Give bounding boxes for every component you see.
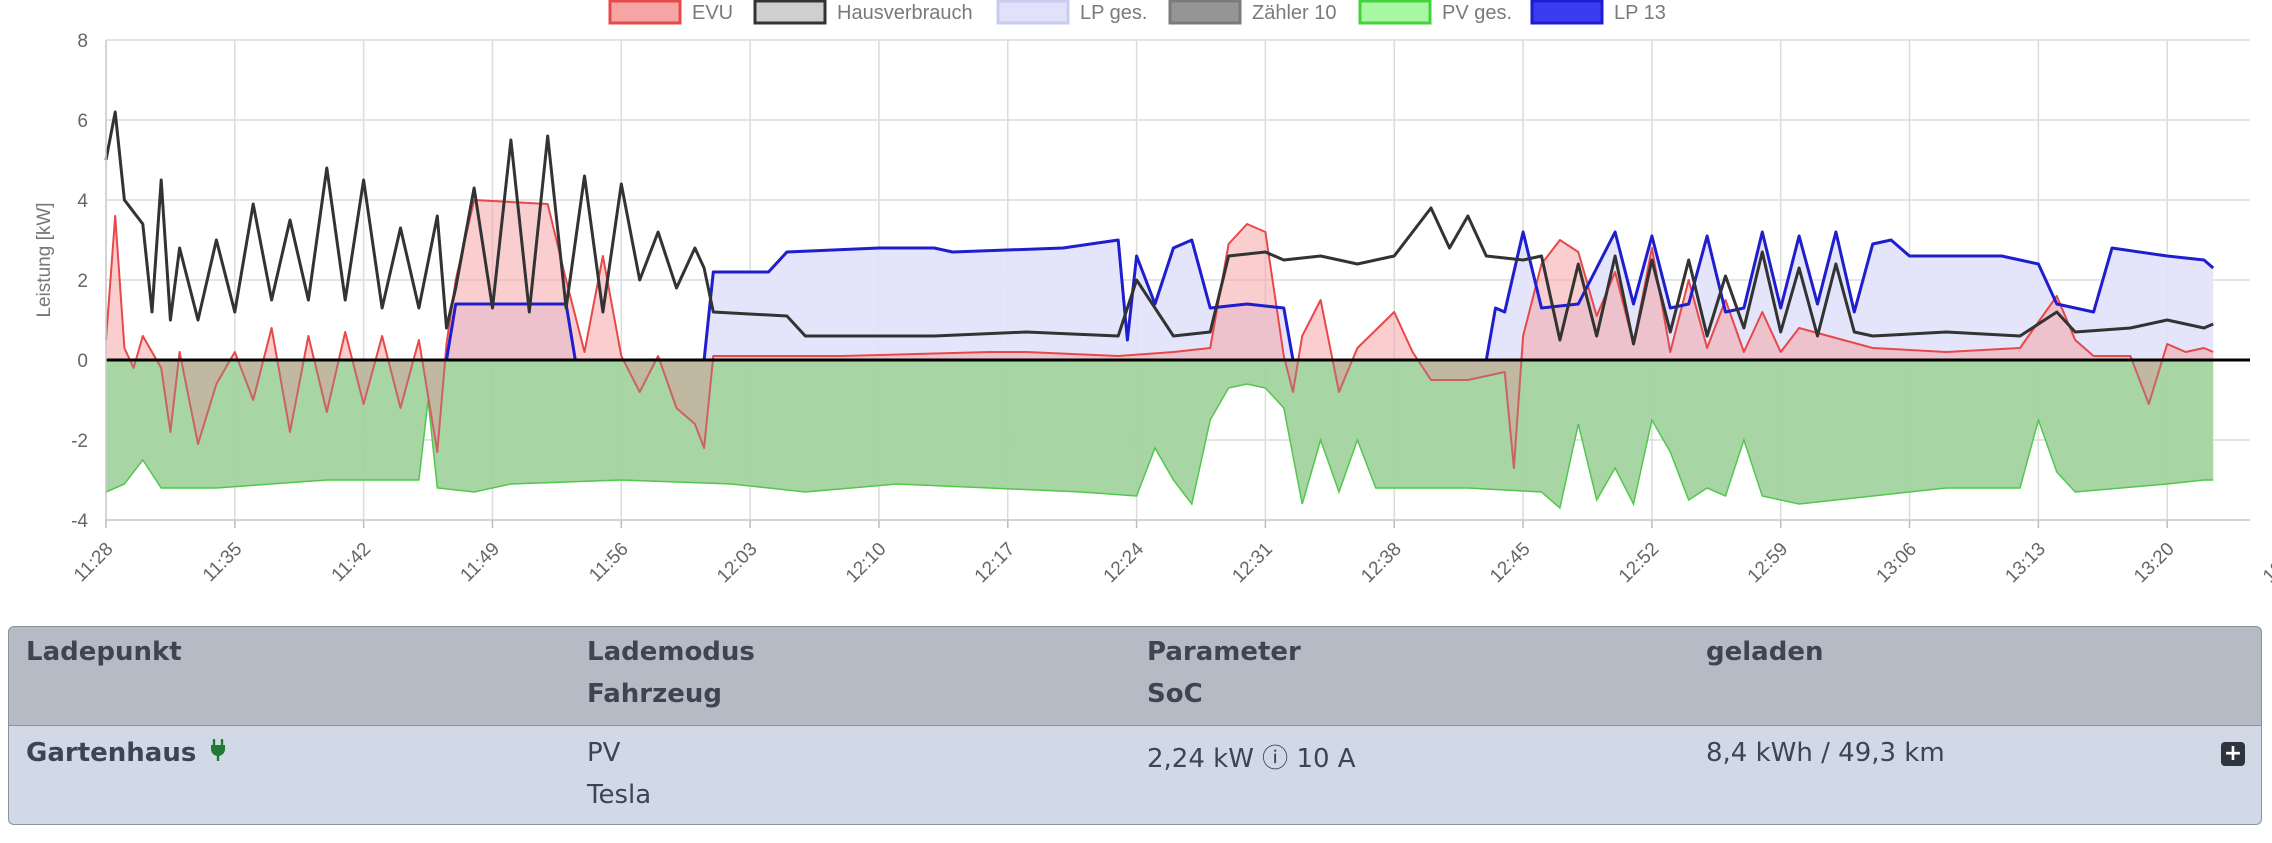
series-line-evu xyxy=(105,199,2214,469)
x-tick-label: 11:56 xyxy=(585,539,632,586)
x-tick-label: 12:10 xyxy=(842,539,890,587)
table-header: Ladepunkt Lademodus Fahrzeug Parameter S… xyxy=(8,626,2262,726)
legend-swatch xyxy=(1530,0,1604,25)
x-tick-label: 11:49 xyxy=(457,539,504,586)
header-fahrzeug: Fahrzeug xyxy=(587,679,723,709)
x-tick-label: 12:45 xyxy=(1486,539,1534,587)
y-tick-label: 4 xyxy=(77,191,88,212)
y-tick-label: -4 xyxy=(71,511,88,532)
y-tick-label: 0 xyxy=(77,351,88,372)
header-lademodus: Lademodus xyxy=(587,637,755,667)
legend-label: LP 13 xyxy=(1614,2,1666,24)
chart-series xyxy=(104,110,2250,510)
chart-legend: EVU Hausverbrauch LP ges. Zähler 10 PV ges. L… xyxy=(608,0,1666,25)
x-tick-label: 13:20 xyxy=(2130,539,2178,587)
header-soc: SoC xyxy=(1147,679,1203,709)
legend-label: LP ges. xyxy=(1080,2,1147,24)
header-ladepunkt: Ladepunkt xyxy=(26,637,182,667)
x-tick-label: 12:38 xyxy=(1357,539,1405,587)
series-area-pv-ges- xyxy=(106,360,2214,508)
y-axis-label: Leistung [kW] xyxy=(34,202,55,317)
charge-parameter: 2,24 kW ⓘ 10 A xyxy=(1147,744,1356,774)
y-tick-label: 8 xyxy=(77,31,88,52)
x-tick-label: 11:35 xyxy=(199,539,246,586)
x-tick-label: 12:52 xyxy=(1615,539,1663,587)
series-area-evu xyxy=(106,200,2214,468)
x-tick-label: 13:06 xyxy=(1873,539,1921,587)
x-tick-label: 12:03 xyxy=(713,539,761,587)
legend-label: Zähler 10 xyxy=(1252,2,1337,24)
legend-swatch xyxy=(1358,0,1432,25)
plug-icon xyxy=(202,738,226,767)
legend-swatch xyxy=(996,0,1070,25)
x-tick-label: 12:17 xyxy=(971,539,1019,587)
charge-mode: PV xyxy=(587,738,621,768)
x-tick-label: 13:13 xyxy=(2001,539,2049,587)
series-area-z-hler-10 xyxy=(106,360,2214,508)
legend-swatch xyxy=(753,0,827,25)
expand-plus-icon[interactable]: + xyxy=(2221,742,2245,766)
legend-label: PV ges. xyxy=(1442,2,1512,24)
x-tick-label: 12:24 xyxy=(1100,538,1149,587)
series-line-hausverbrauch xyxy=(104,110,2214,346)
y-tick-label: 2 xyxy=(77,271,88,292)
power-chart: EVU Hausverbrauch LP ges. Zähler 10 PV ges. L… xyxy=(34,0,2272,587)
chargepoint-table: Ladepunkt Lademodus Fahrzeug Parameter S… xyxy=(8,626,2262,834)
chargepoint-name-cell: Gartenhaus xyxy=(26,738,226,768)
series-line-pv-ges- xyxy=(105,383,2214,510)
y-tick-label: -2 xyxy=(71,431,88,452)
header-geladen: geladen xyxy=(1706,637,1824,667)
vehicle-name: Tesla xyxy=(587,780,652,810)
table-row[interactable]: Gartenhaus PV Tesla 2,24 kW ⓘ 10 A 8,4 k… xyxy=(8,726,2262,825)
charged-amount: 8,4 kWh / 49,3 km xyxy=(1706,738,1945,768)
legend-label: EVU xyxy=(692,2,733,24)
legend-label: Hausverbrauch xyxy=(837,2,973,24)
x-tick-label: 12:31 xyxy=(1228,539,1276,587)
chargepoint-name: Gartenhaus xyxy=(26,738,197,768)
header-parameter: Parameter xyxy=(1147,637,1301,667)
x-tick-label: 11:28 xyxy=(70,539,117,586)
x-tick-label: 13:27 xyxy=(2259,539,2272,587)
x-tick-label: 12:59 xyxy=(1744,539,1792,587)
series-line-lp-13 xyxy=(106,230,2215,362)
legend-swatch xyxy=(1168,0,1242,25)
x-tick-label: 11:42 xyxy=(328,539,375,586)
y-tick-label: 6 xyxy=(77,111,88,132)
legend-swatch xyxy=(608,0,682,25)
